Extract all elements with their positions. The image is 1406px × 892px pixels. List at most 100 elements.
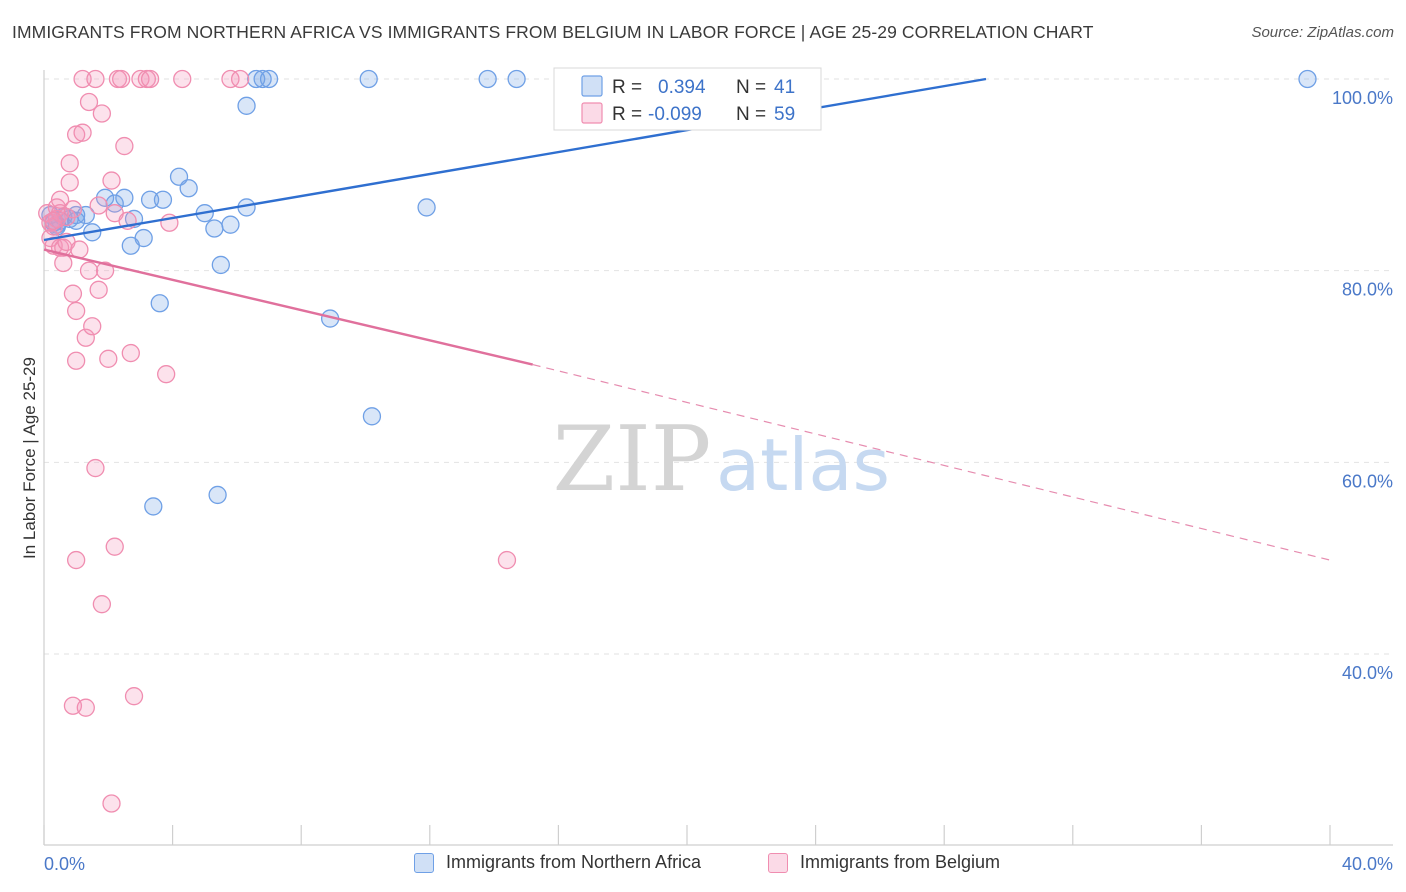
legend-n-value-belgium: 59 xyxy=(774,104,795,125)
point-northern-africa-23 xyxy=(237,96,256,115)
point-belgium-38 xyxy=(99,349,118,368)
point-belgium-14 xyxy=(60,173,79,192)
point-northern-africa-35 xyxy=(121,236,140,255)
chart-title: IMMIGRANTS FROM NORTHERN AFRICA VS IMMIG… xyxy=(12,22,1094,42)
bottom-legend-belgium: Immigrants from Belgium xyxy=(768,852,1000,873)
point-belgium-32 xyxy=(86,69,105,89)
legend-r-label-2: R = xyxy=(612,104,642,125)
point-belgium-33 xyxy=(89,196,108,215)
legend-r-label-1: R = xyxy=(612,77,642,98)
point-northern-africa-37 xyxy=(144,497,163,516)
legend-n-value-northern-africa: 41 xyxy=(774,77,795,98)
point-northern-africa-17 xyxy=(179,179,198,198)
bottom-legend-label-belgium: Immigrants from Belgium xyxy=(800,852,1001,872)
point-belgium-52 xyxy=(157,365,176,384)
bottom-legend-swatch-northern-africa xyxy=(414,852,434,873)
point-belgium-47 xyxy=(121,343,140,363)
y-tick-label-0: 100.0% xyxy=(1332,88,1393,108)
point-belgium-56 xyxy=(230,69,250,89)
point-belgium-19 xyxy=(67,125,86,144)
point-northern-africa-40 xyxy=(67,211,86,230)
x-tick-label-min: 0.0% xyxy=(44,854,85,874)
point-belgium-40 xyxy=(102,794,121,813)
chart-source: Source: ZipAtlas.com xyxy=(1251,24,1394,41)
point-northern-africa-34 xyxy=(1298,69,1317,89)
point-belgium-30 xyxy=(83,317,102,336)
x-tick-label-max: 40.0% xyxy=(1342,854,1393,874)
legend-n-label-1: N = xyxy=(736,77,766,98)
y-tick-labels: 100.0% 80.0% 60.0% 40.0% xyxy=(1332,88,1393,683)
point-northern-africa-29 xyxy=(362,407,382,426)
legend-n-label-2: N = xyxy=(736,104,766,125)
trend-lines xyxy=(43,77,1331,561)
point-northern-africa-38 xyxy=(208,485,227,505)
watermark-zip: ZIP xyxy=(553,407,712,512)
point-belgium-28 xyxy=(79,92,99,112)
point-belgium-11 xyxy=(54,253,73,273)
point-belgium-29 xyxy=(79,261,99,280)
point-belgium-45 xyxy=(115,136,134,156)
point-belgium-44 xyxy=(112,69,131,89)
bottom-legend: Immigrants from Northern Africa Immigran… xyxy=(0,852,1406,878)
point-northern-africa-28 xyxy=(359,69,378,89)
legend-frame xyxy=(553,67,822,131)
point-belgium-34 xyxy=(89,280,108,299)
point-northern-africa-32 xyxy=(507,69,526,89)
legend-r-value-belgium: -0.099 xyxy=(648,104,702,125)
bottom-legend-northern-africa: Immigrants from Northern Africa xyxy=(414,852,701,873)
y-tick-label-3: 40.0% xyxy=(1342,663,1393,683)
point-belgium-21 xyxy=(67,351,86,370)
point-belgium-42 xyxy=(105,537,124,556)
point-northern-africa-24 xyxy=(247,69,266,89)
point-northern-africa-36 xyxy=(150,294,169,313)
point-belgium-55 xyxy=(221,69,240,89)
point-northern-africa-21 xyxy=(221,215,240,234)
point-northern-africa-10 xyxy=(105,194,124,213)
point-northern-africa-11 xyxy=(115,188,134,207)
point-northern-africa-30 xyxy=(417,198,436,217)
y-tick-label-2: 60.0% xyxy=(1342,471,1393,491)
point-belgium-27 xyxy=(76,698,95,717)
point-northern-africa-15 xyxy=(153,190,173,209)
point-belgium-22 xyxy=(67,550,86,570)
legend: R = 0.394 N = 41 R = -0.099 N = 59 xyxy=(553,67,822,131)
legend-swatch-northern-africa xyxy=(581,75,603,97)
point-belgium-20 xyxy=(67,301,86,321)
axes xyxy=(43,70,1393,846)
trend-line-belgium xyxy=(43,248,533,366)
y-tick-label-1: 80.0% xyxy=(1342,280,1393,300)
point-belgium-49 xyxy=(131,69,150,89)
point-northern-africa-25 xyxy=(253,69,272,89)
bottom-legend-label-northern-africa: Immigrants from Northern Africa xyxy=(446,852,702,872)
point-belgium-36 xyxy=(92,104,112,123)
point-belgium-25 xyxy=(73,123,92,142)
point-belgium-15 xyxy=(60,154,79,173)
point-northern-africa-20 xyxy=(211,255,230,275)
point-belgium-48 xyxy=(124,687,144,706)
x-tick-labels: 0.0% 40.0% xyxy=(44,854,1393,874)
point-belgium-35 xyxy=(92,595,112,614)
point-northern-africa-19 xyxy=(205,219,224,238)
point-belgium-24 xyxy=(73,69,92,89)
watermark-atlas: atlas xyxy=(716,423,890,507)
point-belgium-57 xyxy=(497,550,517,570)
trend-line-northern-africa xyxy=(43,77,987,242)
watermark: ZIP atlas xyxy=(553,407,890,512)
gridlines xyxy=(44,78,1393,655)
point-northern-africa-14 xyxy=(140,190,160,209)
point-belgium-26 xyxy=(76,328,95,347)
legend-r-value-northern-africa: 0.394 xyxy=(658,77,706,98)
point-belgium-37 xyxy=(95,261,115,280)
legend-swatch-belgium xyxy=(581,102,603,124)
point-belgium-17 xyxy=(63,284,83,303)
point-belgium-9 xyxy=(50,190,70,209)
point-belgium-16 xyxy=(63,200,83,219)
point-belgium-58 xyxy=(44,211,63,230)
point-northern-africa-31 xyxy=(478,69,497,89)
point-northern-africa-26 xyxy=(259,69,279,89)
point-belgium-51 xyxy=(140,69,160,89)
bottom-legend-swatch-belgium xyxy=(768,852,788,873)
trend-line-extension-belgium xyxy=(532,364,1331,561)
point-belgium-31 xyxy=(86,458,105,478)
